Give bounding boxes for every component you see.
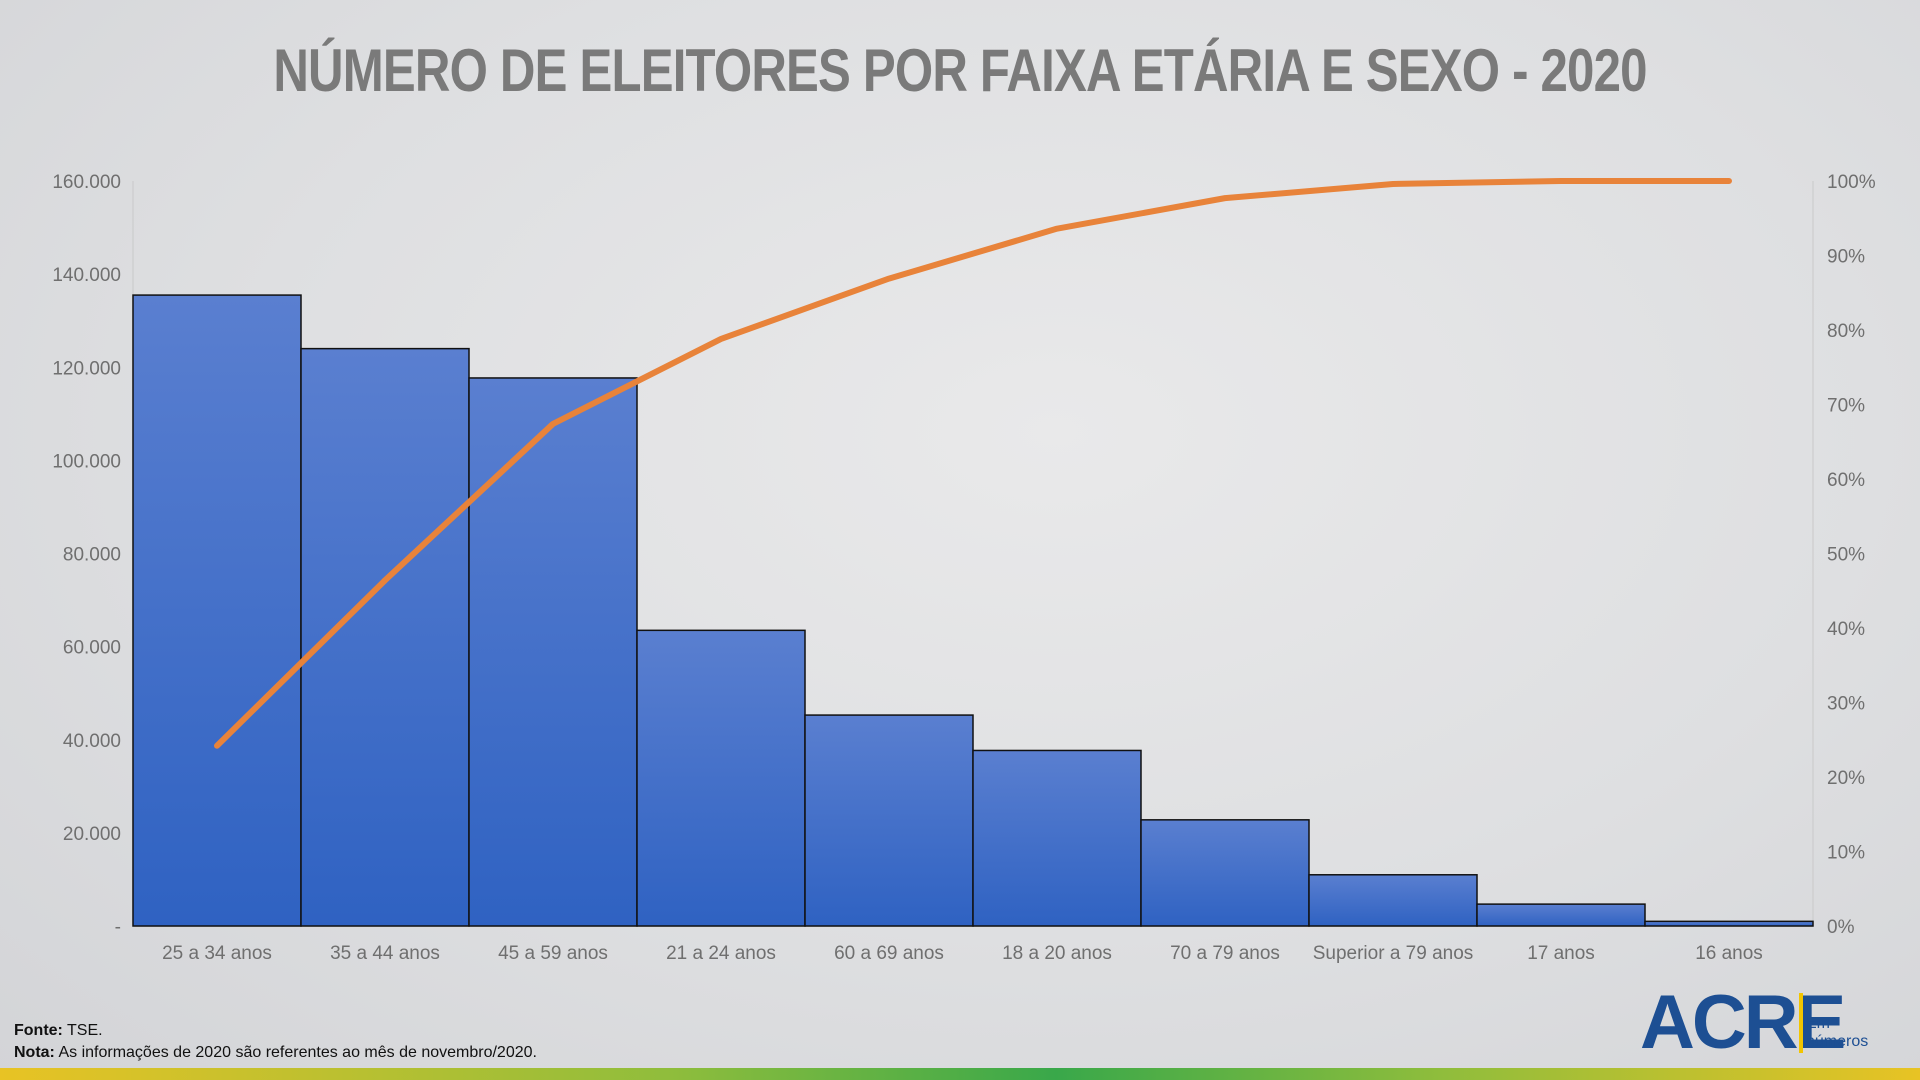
bar — [1476, 903, 1646, 927]
category-label: 70 a 79 anos — [1170, 943, 1280, 964]
y-tick-label: 40.000 — [63, 731, 121, 752]
source-note: Fonte: TSE. — [14, 1022, 103, 1039]
y-tick-label: 100.000 — [52, 451, 121, 472]
y-tick-label: 80.000 — [63, 545, 121, 566]
y2-tick-label: 100% — [1827, 172, 1876, 193]
category-label: 17 anos — [1527, 943, 1595, 964]
y2-tick-label: 60% — [1827, 470, 1865, 491]
bar — [132, 294, 302, 927]
category-label: 18 a 20 anos — [1002, 943, 1112, 964]
category-label: 35 a 44 anos — [330, 943, 440, 964]
y2-tick-label: 10% — [1827, 843, 1865, 864]
category-label: Superior a 79 anos — [1313, 943, 1474, 964]
bar — [972, 749, 1142, 927]
bar — [1308, 874, 1478, 927]
data-note: Nota: As informações de 2020 são referen… — [14, 1044, 537, 1061]
y2-tick-label: 40% — [1827, 619, 1865, 640]
chart-title: NÚMERO DE ELEITORES POR FAIXA ETÁRIA E S… — [273, 37, 1647, 104]
bar — [804, 714, 974, 927]
y-tick-label: 120.000 — [52, 358, 121, 379]
y-tick-label: - — [115, 917, 121, 938]
y2-tick-label: 70% — [1827, 396, 1865, 417]
bar — [1644, 920, 1814, 927]
bar — [468, 377, 638, 927]
logo-accent-bar — [1799, 993, 1803, 1053]
category-label: 16 anos — [1695, 943, 1763, 964]
y-tick-label: 140.000 — [52, 265, 121, 286]
y2-tick-label: 30% — [1827, 694, 1865, 715]
y-tick-label: 20.000 — [63, 824, 121, 845]
category-label: 45 a 59 anos — [498, 943, 608, 964]
y2-tick-label: 80% — [1827, 321, 1865, 342]
y-tick-label: 60.000 — [63, 638, 121, 659]
logo-subtitle: Em números — [1806, 1015, 1869, 1050]
bar — [1140, 819, 1310, 927]
category-label: 21 a 24 anos — [666, 943, 776, 964]
y2-tick-label: 90% — [1827, 247, 1865, 268]
logo-wordmark: ACRE — [1640, 980, 1846, 1065]
y-tick-label: 160.000 — [52, 172, 121, 193]
y2-tick-label: 0% — [1827, 917, 1855, 938]
category-label: 25 a 34 anos — [162, 943, 272, 964]
category-label: 60 a 69 anos — [834, 943, 944, 964]
y2-tick-label: 20% — [1827, 768, 1865, 789]
footer-color-stripe — [0, 1068, 1920, 1080]
y2-tick-label: 50% — [1827, 545, 1865, 566]
cumulative-line — [214, 178, 1732, 749]
bar — [636, 629, 806, 927]
footnotes: Fonte: TSE. Nota: As informações de 2020… — [14, 1020, 537, 1064]
